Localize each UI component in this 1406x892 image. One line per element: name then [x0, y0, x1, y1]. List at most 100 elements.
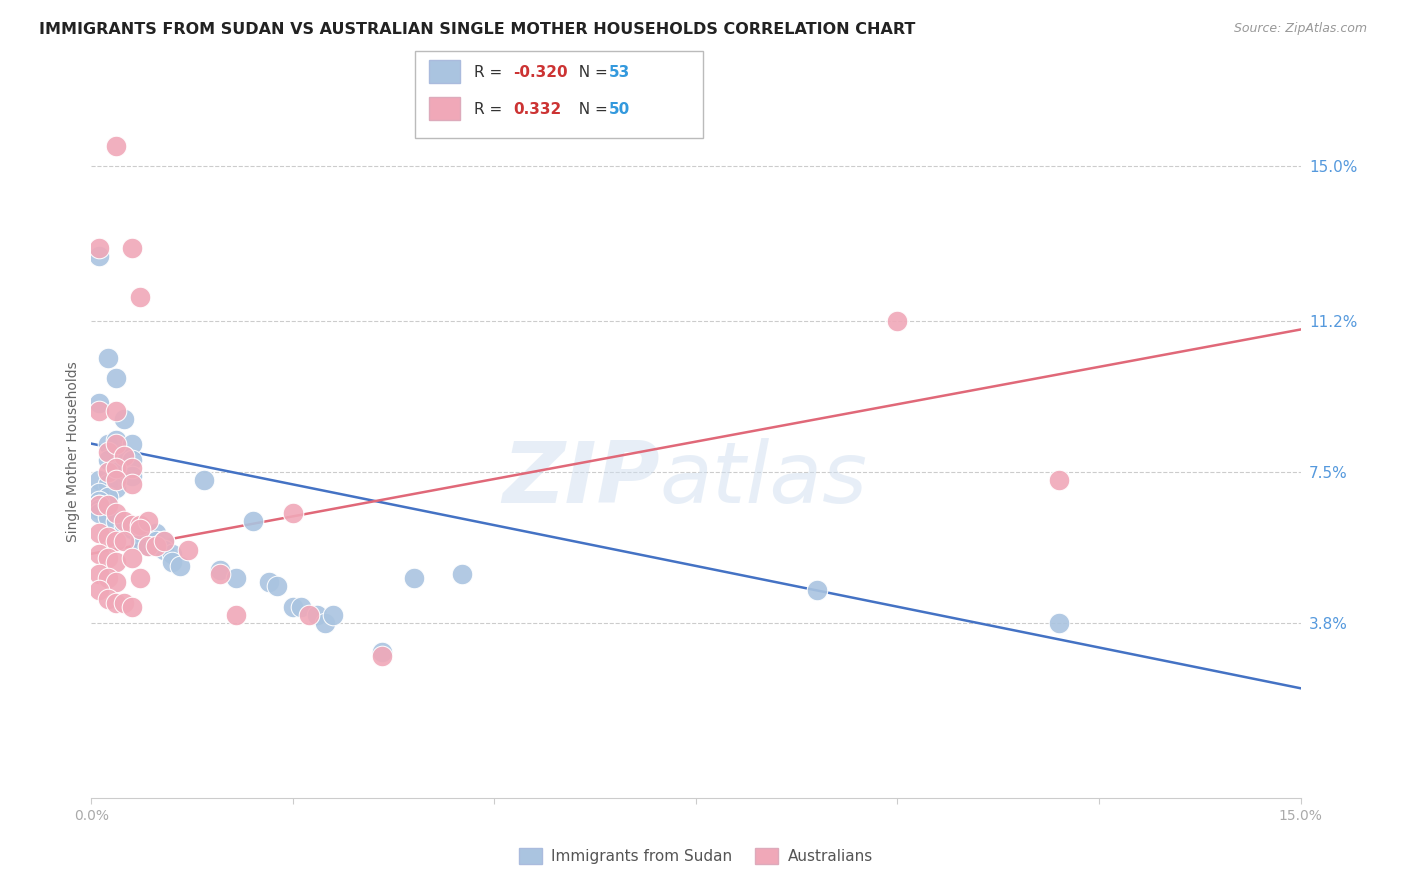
Point — [89, 526, 111, 541]
Point — [96, 351, 118, 365]
Point — [128, 518, 150, 533]
Point — [266, 579, 288, 593]
Point — [160, 555, 183, 569]
Point — [89, 498, 111, 512]
Point — [96, 436, 118, 450]
Point — [96, 477, 118, 491]
Point — [104, 404, 127, 418]
Point — [112, 514, 135, 528]
Point — [153, 534, 176, 549]
Point — [209, 567, 232, 582]
Point — [112, 449, 135, 463]
Point — [370, 644, 392, 658]
Point — [136, 539, 159, 553]
Text: 53: 53 — [609, 65, 630, 79]
Text: IMMIGRANTS FROM SUDAN VS AUSTRALIAN SINGLE MOTHER HOUSEHOLDS CORRELATION CHART: IMMIGRANTS FROM SUDAN VS AUSTRALIAN SING… — [39, 22, 915, 37]
Point — [89, 567, 111, 582]
Point — [121, 241, 143, 255]
Point — [89, 404, 111, 418]
Point — [104, 461, 127, 475]
Text: 0.332: 0.332 — [513, 103, 561, 117]
Point — [145, 534, 167, 549]
Point — [1047, 615, 1070, 630]
Point — [322, 607, 344, 622]
Point — [314, 615, 336, 630]
Point — [104, 371, 127, 385]
Point — [112, 518, 135, 533]
Point — [89, 501, 111, 516]
Point — [153, 542, 176, 557]
Point — [128, 534, 150, 549]
Point — [96, 498, 118, 512]
Point — [169, 558, 191, 573]
Point — [128, 290, 150, 304]
Point — [89, 493, 111, 508]
Point — [104, 514, 127, 528]
Point — [96, 591, 118, 606]
Point — [121, 453, 143, 467]
Point — [96, 550, 118, 565]
Point — [451, 567, 474, 582]
Point — [281, 506, 304, 520]
Point — [96, 465, 118, 479]
Point — [89, 498, 111, 512]
Point — [104, 436, 127, 450]
Point — [160, 547, 183, 561]
Point — [209, 563, 232, 577]
Point — [112, 534, 135, 549]
Point — [145, 526, 167, 541]
Point — [104, 473, 127, 487]
Point — [128, 571, 150, 585]
Point — [104, 139, 127, 153]
Point — [177, 542, 200, 557]
Point — [153, 534, 176, 549]
Point — [257, 575, 280, 590]
Point — [225, 607, 247, 622]
Point — [281, 599, 304, 614]
Legend: Immigrants from Sudan, Australians: Immigrants from Sudan, Australians — [513, 842, 879, 871]
Text: R =: R = — [474, 65, 508, 79]
Point — [806, 583, 828, 598]
Point — [104, 465, 127, 479]
Point — [128, 522, 150, 536]
Point — [89, 506, 111, 520]
Point — [121, 599, 143, 614]
Text: N =: N = — [569, 65, 613, 79]
Y-axis label: Single Mother Households: Single Mother Households — [66, 361, 80, 542]
Point — [121, 461, 143, 475]
Point — [96, 530, 118, 544]
Point — [121, 518, 143, 533]
Point — [89, 396, 111, 410]
Point — [104, 596, 127, 610]
Point — [104, 555, 127, 569]
Point — [121, 477, 143, 491]
Point — [112, 449, 135, 463]
Text: ZIP: ZIP — [502, 438, 659, 521]
Point — [112, 596, 135, 610]
Point — [886, 314, 908, 328]
Point — [104, 482, 127, 496]
Text: 50: 50 — [609, 103, 630, 117]
Point — [89, 473, 111, 487]
Point — [121, 550, 143, 565]
Point — [104, 534, 127, 549]
Point — [370, 648, 392, 663]
Text: Source: ZipAtlas.com: Source: ZipAtlas.com — [1233, 22, 1367, 36]
Point — [89, 485, 111, 500]
Point — [121, 436, 143, 450]
Point — [96, 510, 118, 524]
Point — [136, 526, 159, 541]
Text: R =: R = — [474, 103, 512, 117]
Point — [104, 575, 127, 590]
Point — [104, 506, 127, 520]
Point — [89, 249, 111, 263]
Point — [96, 453, 118, 467]
Point — [298, 607, 321, 622]
Point — [136, 514, 159, 528]
Point — [96, 571, 118, 585]
Point — [242, 514, 264, 528]
Point — [96, 445, 118, 458]
Point — [128, 526, 150, 541]
Point — [112, 412, 135, 426]
Point — [121, 522, 143, 536]
